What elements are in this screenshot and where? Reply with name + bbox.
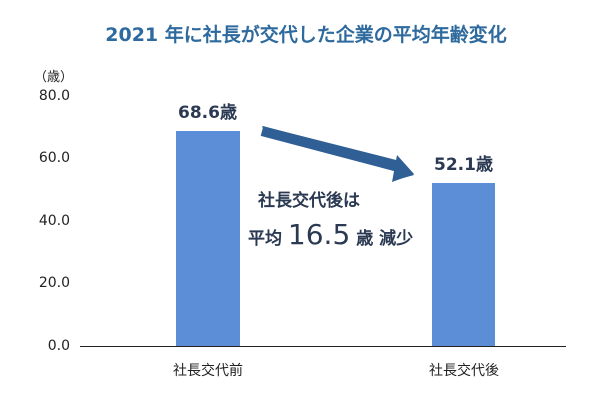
bar-after xyxy=(432,183,495,346)
x-label-after: 社長交代後 xyxy=(429,363,499,379)
x-axis-line xyxy=(80,346,566,347)
annotation-line1: 社長交代後は xyxy=(258,191,360,211)
annotation-number: 16.5 xyxy=(287,218,351,251)
x-label-before: 社長交代前 xyxy=(173,363,243,379)
bar-before xyxy=(176,131,240,346)
data-label-after: 52.1歳 xyxy=(434,155,493,175)
annotation-line2: 平均 16.5 歳 減少 xyxy=(248,218,413,251)
y-tick-60: 60.0 xyxy=(38,150,70,166)
y-tick-0: 0.0 xyxy=(47,338,70,354)
chart-title: 2021 年に社長が交代した企業の平均年齢変化 xyxy=(105,24,507,46)
y-tick-20: 20.0 xyxy=(38,275,70,291)
y-tick-40: 40.0 xyxy=(38,213,70,229)
annotation-prefix: 平均 xyxy=(248,229,282,249)
y-axis-unit: （歳） xyxy=(34,70,74,85)
y-tick-80: 80.0 xyxy=(38,88,70,104)
annotation-suffix: 歳 減少 xyxy=(356,229,414,249)
data-label-before: 68.6歳 xyxy=(178,103,237,123)
